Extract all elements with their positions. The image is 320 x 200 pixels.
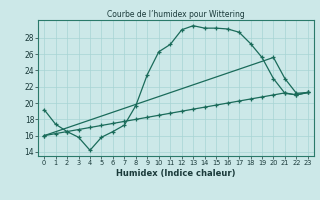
X-axis label: Humidex (Indice chaleur): Humidex (Indice chaleur) xyxy=(116,169,236,178)
Title: Courbe de l’humidex pour Wittering: Courbe de l’humidex pour Wittering xyxy=(107,10,245,19)
